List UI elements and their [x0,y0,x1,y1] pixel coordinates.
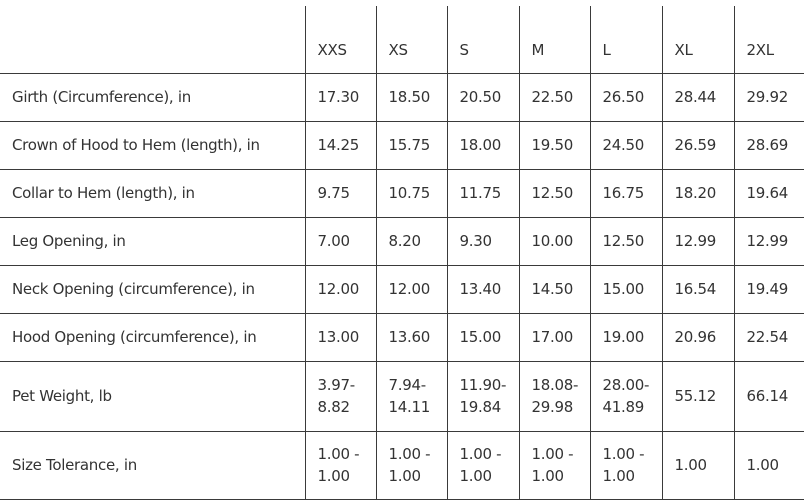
size-table: XXS XS S M L XL 2XL Girth (Circumference), in 1… [0,6,804,500]
row-label: Girth (Circumference), in [0,72,306,122]
cell-value: 1.00 [661,430,735,500]
cell-value: 22.50 [518,72,591,122]
cell-value: 22.54 [733,312,804,362]
column-header: M [518,6,591,74]
column-header: 2XL [733,6,804,74]
cell-value: 10.00 [518,216,591,266]
cell-value: 19.64 [733,168,804,218]
cell-value: 1.00 [733,430,804,500]
cell-value: 17.30 [304,72,377,122]
cell-value: 18.00 [446,120,520,170]
column-header: L [589,6,663,74]
cell-value: 7.94-14.11 [375,360,448,432]
row-label: Collar to Hem (length), in [0,168,306,218]
cell-value: 18.20 [661,168,735,218]
cell-value: 55.12 [661,360,735,432]
cell-value: 12.00 [304,264,377,314]
table-row: Girth (Circumference), in 17.30 18.50 20.50… [0,72,804,122]
table-body: Girth (Circumference), in 17.30 18.50 20.50… [0,72,804,500]
cell-value: 9.75 [304,168,377,218]
row-label: Leg Opening, in [0,216,306,266]
cell-value: 7.00 [304,216,377,266]
row-label: Size Tolerance, in [0,430,306,500]
cell-value: 19.00 [589,312,663,362]
size-chart: XXS XS S M L XL 2XL Girth (Circumference), in 1… [0,6,804,500]
cell-value: 12.99 [661,216,735,266]
cell-value: 24.50 [589,120,663,170]
cell-value: 20.50 [446,72,520,122]
cell-value: 13.40 [446,264,520,314]
table-row: Size Tolerance, in 1.00 - 1.00 1.00 - 1.00… [0,430,804,500]
cell-value: 28.44 [661,72,735,122]
cell-value: 19.50 [518,120,591,170]
row-label: Neck Opening (circumference), in [0,264,306,314]
column-header: XL [661,6,735,74]
table-row: Crown of Hood to Hem (length), in 14.25 15… [0,120,804,170]
cell-value: 15.00 [446,312,520,362]
cell-value: 8.20 [375,216,448,266]
cell-value: 11.75 [446,168,520,218]
cell-value: 19.49 [733,264,804,314]
cell-value: 20.96 [661,312,735,362]
table-row: Hood Opening (circumference), in 13.00 13.… [0,312,804,362]
cell-value: 18.50 [375,72,448,122]
table-row: Neck Opening (circumference), in 12.00 12.… [0,264,804,314]
row-label: Pet Weight, lb [0,360,306,432]
cell-value: 15.00 [589,264,663,314]
row-label: Crown of Hood to Hem (length), in [0,120,306,170]
table-row: Leg Opening, in 7.00 8.20 9.30 10.00 12.50 12.… [0,216,804,266]
table-row: Pet Weight, lb 3.97-8.82 7.94-14.11 11.90-1… [0,360,804,432]
cell-value: 14.25 [304,120,377,170]
cell-value: 29.92 [733,72,804,122]
row-label: Hood Opening (circumference), in [0,312,306,362]
cell-value: 1.00 - 1.00 [304,430,377,500]
cell-value: 12.50 [589,216,663,266]
header-row: XXS XS S M L XL 2XL [0,6,804,74]
cell-value: 28.00-41.89 [589,360,663,432]
cell-value: 10.75 [375,168,448,218]
cell-value: 14.50 [518,264,591,314]
cell-value: 1.00 - 1.00 [375,430,448,500]
column-header: S [446,6,520,74]
cell-value: 16.54 [661,264,735,314]
cell-value: 66.14 [733,360,804,432]
corner-cell [0,6,306,74]
cell-value: 13.00 [304,312,377,362]
cell-value: 12.50 [518,168,591,218]
cell-value: 1.00 - 1.00 [589,430,663,500]
cell-value: 3.97-8.82 [304,360,377,432]
cell-value: 26.59 [661,120,735,170]
cell-value: 9.30 [446,216,520,266]
cell-value: 17.00 [518,312,591,362]
cell-value: 15.75 [375,120,448,170]
cell-value: 1.00 - 1.00 [518,430,591,500]
table-row: Collar to Hem (length), in 9.75 10.75 11.75… [0,168,804,218]
cell-value: 12.99 [733,216,804,266]
column-header: XS [375,6,448,74]
cell-value: 26.50 [589,72,663,122]
cell-value: 28.69 [733,120,804,170]
cell-value: 12.00 [375,264,448,314]
cell-value: 13.60 [375,312,448,362]
cell-value: 18.08-29.98 [518,360,591,432]
cell-value: 16.75 [589,168,663,218]
table-header: XXS XS S M L XL 2XL [0,6,804,74]
cell-value: 11.90-19.84 [446,360,520,432]
column-header: XXS [304,6,377,74]
cell-value: 1.00 - 1.00 [446,430,520,500]
